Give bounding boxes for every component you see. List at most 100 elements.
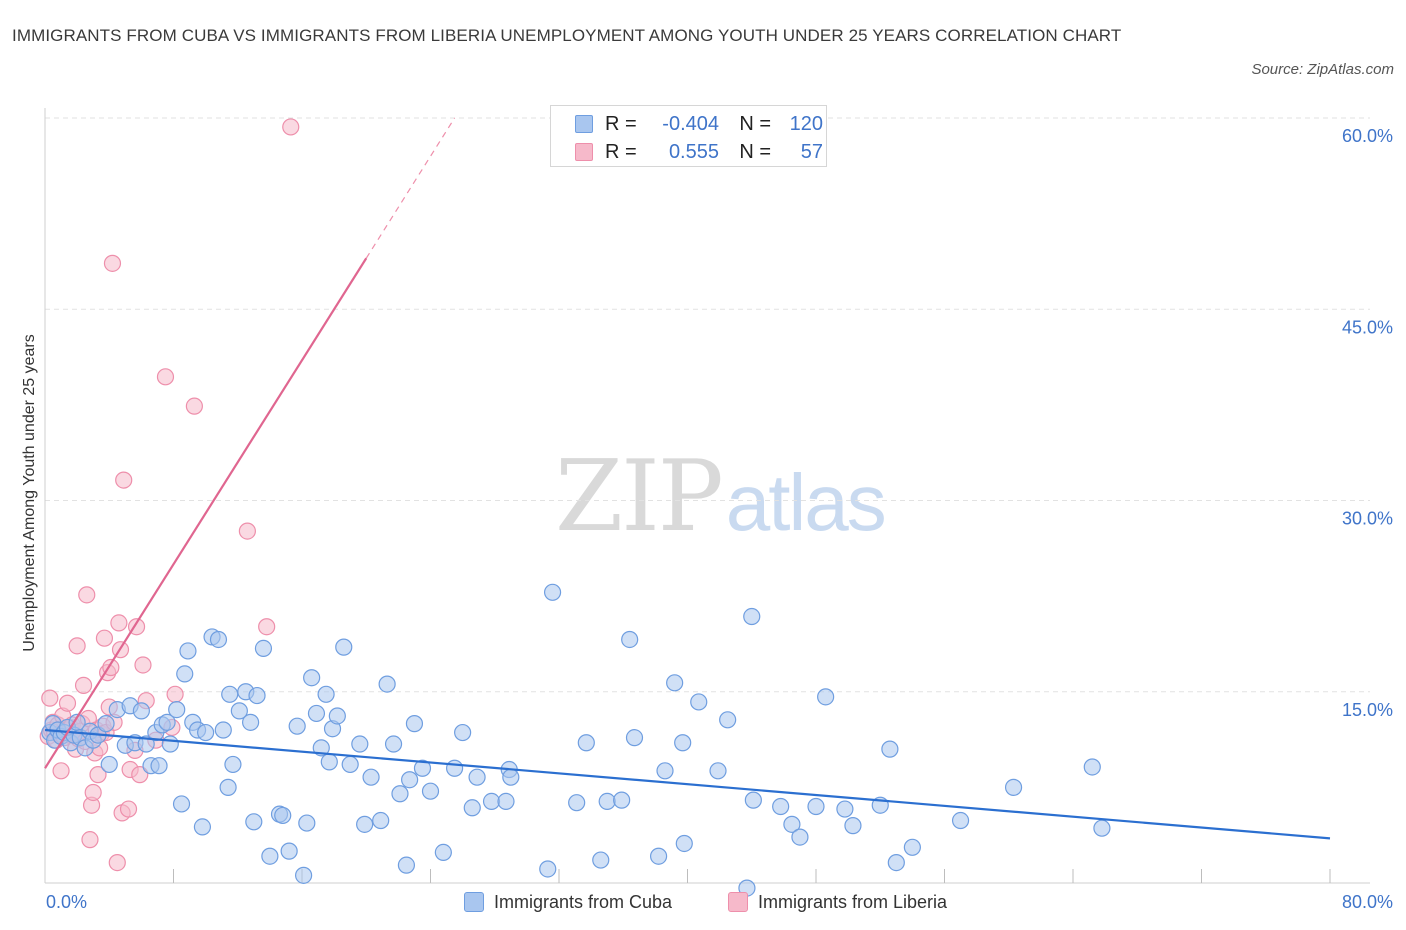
cuba-point: [295, 866, 313, 884]
watermark-atlas: atlas: [725, 458, 887, 547]
cuba-point: [288, 717, 306, 735]
cuba-point: [445, 759, 464, 777]
r-value: 0.555: [668, 140, 719, 163]
cuba-point: [261, 847, 279, 865]
axes: [44, 108, 1370, 884]
cuba-point: [100, 755, 118, 774]
cuba-point: [214, 721, 232, 739]
watermark-zip: ZIP: [555, 440, 724, 554]
cuba-point: [137, 735, 155, 753]
liberia-trend-extension: [365, 117, 456, 259]
legend-row-liberia: R = 0.555 N = 57: [575, 140, 823, 164]
liberia-trend-line: [44, 257, 368, 769]
cuba-point: [791, 828, 809, 846]
series-legend-cuba[interactable]: Immigrants from Cuba: [464, 890, 672, 914]
cuba-point: [303, 669, 321, 687]
cuba-point: [621, 630, 639, 649]
cuba-points: [41, 583, 1111, 897]
liberia-swatch: [575, 143, 593, 161]
chart-title: IMMIGRANTS FROM CUBA VS IMMIGRANTS FROM …: [12, 26, 1122, 45]
cuba-point: [351, 735, 369, 753]
liberia-point: [238, 522, 256, 540]
liberia-point: [81, 831, 99, 849]
cuba-point: [1093, 819, 1111, 837]
liberia-point: [110, 614, 128, 632]
n-label: N =: [739, 112, 771, 135]
cuba-point: [168, 700, 186, 719]
cuba-point: [844, 817, 862, 835]
y-tick-label: 45.0%: [1342, 317, 1393, 337]
cuba-point: [224, 755, 242, 774]
liberia-point: [282, 118, 300, 136]
cuba-point: [598, 792, 616, 811]
legend-row-cuba: R = -0.404 N = 120: [575, 112, 823, 136]
cuba-point: [307, 704, 326, 723]
r-label: R =: [605, 112, 637, 135]
cuba-point: [807, 797, 825, 816]
cuba-point: [248, 686, 266, 705]
tick-labels: 15.0% 30.0% 45.0% 60.0% 0.0% 80.0%: [46, 126, 1393, 912]
cuba-point: [209, 630, 228, 649]
cuba-point: [836, 800, 854, 818]
liberia-point: [115, 471, 133, 489]
liberia-legend-label: Immigrants from Liberia: [758, 891, 948, 912]
cuba-point: [539, 860, 557, 878]
liberia-point: [58, 694, 77, 712]
liberia-point: [166, 685, 184, 703]
cuba-point: [341, 755, 359, 774]
cuba-point: [463, 799, 481, 817]
cuba-point: [413, 759, 432, 777]
y-tick-label: 60.0%: [1342, 126, 1393, 146]
cuba-point: [744, 791, 762, 809]
cuba-point: [674, 734, 692, 752]
cuba-point: [405, 715, 424, 733]
grid-lines: [45, 117, 1370, 693]
cuba-point: [242, 713, 260, 731]
cuba-point: [666, 674, 684, 692]
n-value: 120: [789, 112, 823, 135]
cuba-point: [161, 735, 179, 753]
liberia-point: [84, 783, 102, 802]
cuba-point: [219, 778, 237, 796]
cuba-point: [298, 814, 316, 832]
cuba-point: [254, 639, 273, 658]
cuba-point: [312, 739, 330, 757]
cuba-point: [817, 688, 835, 706]
cuba-point: [335, 638, 353, 656]
cuba-point: [274, 806, 292, 825]
cuba-point: [675, 834, 693, 853]
cuba-point: [903, 838, 921, 856]
n-label: N =: [739, 140, 771, 163]
cuba-point: [434, 843, 452, 862]
cuba-point: [649, 847, 668, 865]
cuba-point: [613, 791, 631, 809]
cuba-point: [772, 797, 790, 816]
cuba-point: [881, 740, 899, 758]
cuba-point: [1083, 758, 1101, 776]
cuba-point: [1004, 778, 1023, 796]
liberia-point: [185, 397, 203, 415]
cuba-point: [328, 707, 346, 725]
cuba-point: [454, 723, 472, 742]
cuba-point: [468, 768, 486, 786]
cuba-point: [317, 685, 335, 703]
liberia-point: [74, 676, 93, 694]
cuba-point: [150, 757, 168, 775]
liberia-point: [108, 853, 126, 872]
cuba-point: [378, 675, 396, 693]
x-tick-label: 80.0%: [1342, 892, 1393, 912]
liberia-point: [103, 254, 122, 272]
liberia-point: [52, 762, 70, 780]
cuba-legend-label: Immigrants from Cuba: [494, 891, 673, 912]
cuba-point: [176, 665, 194, 683]
series-legend-liberia[interactable]: Immigrants from Liberia: [728, 890, 947, 914]
cuba-point: [197, 723, 215, 742]
cuba-point: [391, 785, 409, 803]
cuba-point: [719, 711, 737, 729]
cuba-point: [132, 702, 150, 720]
cuba-point: [356, 815, 374, 833]
liberia-point: [258, 618, 276, 636]
liberia-point: [131, 766, 149, 784]
cuba-point: [384, 735, 403, 753]
liberia-point: [156, 368, 175, 386]
